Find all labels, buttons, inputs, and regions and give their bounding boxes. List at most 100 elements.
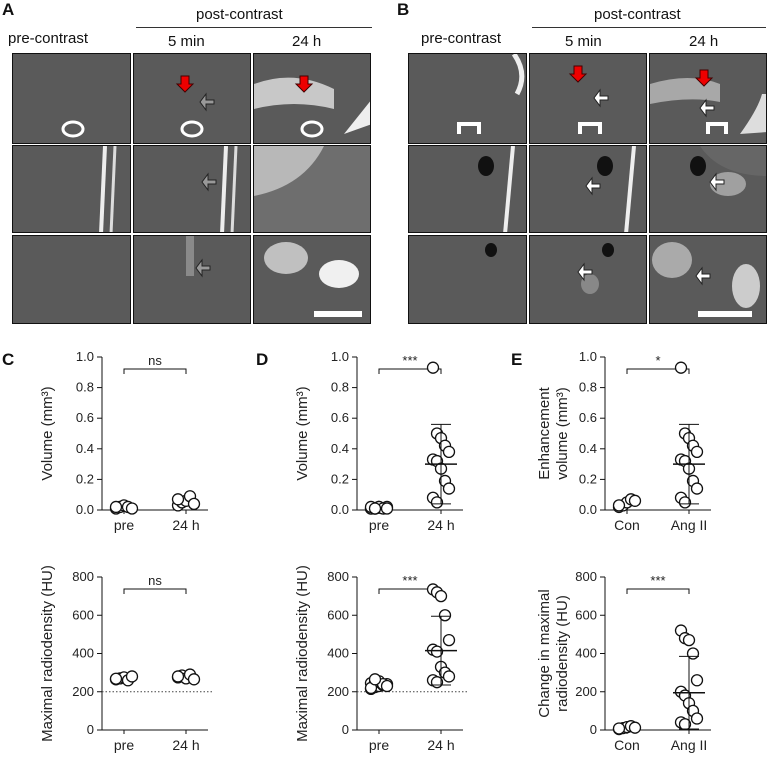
significance-bracket <box>626 588 690 594</box>
y-axis-label: Volume (mm³) <box>39 386 56 480</box>
chart-d-volume: 0.0 0.2 0.4 0.6 0.8 1.0 pre 24 h Volume (mm³) *** <box>294 349 463 533</box>
significance-bracket <box>123 588 187 594</box>
chart-e-enhancement-volume: 0.0 0.2 0.4 0.6 0.8 1.0 Con Ang II Enhancement vo… <box>536 349 711 533</box>
ct-image-a-24h-sagittal <box>253 145 371 233</box>
y-tick-label: 0.6 <box>331 410 349 425</box>
y-tick-label: 0.8 <box>76 380 94 395</box>
chart-d-radiodensity: 0 200 400 600 800 pre 24 h Maximal radiodensity… <box>294 565 469 753</box>
x-tick-label: 24 h <box>172 737 199 753</box>
data-point <box>187 673 201 686</box>
y-tick-label: 0.0 <box>331 502 349 517</box>
col-24h-label-b: 24 h <box>689 33 719 50</box>
data-point <box>442 482 456 495</box>
y-axis-label: Maximal radiodensity (HU) <box>294 565 311 742</box>
data-point <box>434 589 448 603</box>
y-axis-label: Maximal radiodensity (HU) <box>39 565 56 742</box>
data-point <box>690 712 704 725</box>
ct-image-b-pre-sagittal <box>408 145 527 233</box>
y-tick-label: 0.2 <box>331 471 349 486</box>
chart-c-volume: 0.0 0.2 0.4 0.6 0.8 1.0 pre 24 h Volume (mm³) ns <box>39 349 208 533</box>
y-tick-label: 800 <box>575 569 597 584</box>
data-point <box>678 718 692 731</box>
y-tick-label: 0.6 <box>579 410 597 425</box>
x-tick-label: pre <box>369 517 389 533</box>
data-point <box>442 633 456 647</box>
y-axis-label: volume (mm³) <box>554 387 571 480</box>
data-point <box>380 679 394 693</box>
ct-image-a-24h-coronal <box>253 235 371 324</box>
data-point <box>171 670 185 683</box>
x-tick-label: 24 h <box>427 737 454 753</box>
panel-letter-a: A <box>2 0 15 19</box>
y-tick-label: 600 <box>72 607 94 622</box>
ct-image-b-24h-coronal <box>649 235 767 324</box>
significance-label: *** <box>650 573 665 588</box>
post-contrast-label-a: post-contrast <box>196 6 283 23</box>
chart-e-change-radiodensity: 0 200 400 600 800 Con Ang II Change in maximal r… <box>536 569 711 753</box>
y-tick-label: 0.8 <box>331 380 349 395</box>
y-tick-label: 0.2 <box>579 471 597 486</box>
significance-label: ns <box>148 353 162 368</box>
ct-image-a-24h-axial <box>253 53 371 144</box>
data-point <box>368 673 382 686</box>
ct-image-a-pre-axial <box>12 53 131 144</box>
significance-bracket <box>626 368 690 374</box>
y-tick-label: 400 <box>72 646 94 661</box>
y-tick-label: 0.6 <box>76 410 94 425</box>
data-point <box>682 633 696 647</box>
data-point <box>442 670 456 683</box>
col-5min-label-b: 5 min <box>565 33 602 50</box>
x-tick-label: Ang II <box>671 737 708 753</box>
ct-image-b-5min-coronal <box>529 235 647 324</box>
y-tick-label: 0.0 <box>579 502 597 517</box>
y-tick-label: 600 <box>327 607 349 622</box>
data-point <box>678 496 692 509</box>
ct-image-a-pre-coronal <box>12 235 131 324</box>
col-5min-label-a: 5 min <box>168 33 205 50</box>
y-tick-label: 200 <box>575 684 597 699</box>
y-tick-label: 1.0 <box>331 349 349 364</box>
ct-image-b-5min-sagittal <box>529 145 647 233</box>
x-tick-label: pre <box>114 737 134 753</box>
y-axis-label: radiodensity (HU) <box>554 595 571 712</box>
data-point <box>430 496 444 509</box>
y-tick-label: 200 <box>327 684 349 699</box>
data-point <box>690 674 704 687</box>
significance-label: ns <box>148 573 162 588</box>
ct-image-a-5min-sagittal <box>133 145 251 233</box>
y-tick-label: 0.2 <box>76 471 94 486</box>
y-axis-label: Volume (mm³) <box>294 386 311 480</box>
data-point <box>171 493 185 506</box>
data-point <box>442 445 456 459</box>
x-tick-label: Ang II <box>671 517 708 533</box>
y-tick-label: 1.0 <box>579 349 597 364</box>
y-tick-label: 600 <box>575 607 597 622</box>
significance-bracket <box>378 368 442 374</box>
ct-image-a-5min-axial <box>133 53 251 144</box>
x-tick-label: 24 h <box>427 517 454 533</box>
y-tick-label: 1.0 <box>76 349 94 364</box>
ct-image-b-24h-axial <box>649 53 767 144</box>
y-tick-label: 0.4 <box>76 441 94 456</box>
y-tick-label: 0 <box>342 722 349 737</box>
pre-contrast-label-a: pre-contrast <box>8 30 89 47</box>
y-tick-label: 0.0 <box>76 502 94 517</box>
ct-image-a-5min-coronal <box>133 235 251 324</box>
panel-letter-b: B <box>397 0 410 19</box>
pre-contrast-label-b: pre-contrast <box>421 30 502 47</box>
data-point <box>628 494 642 507</box>
y-tick-label: 400 <box>327 646 349 661</box>
data-point <box>690 482 704 495</box>
ct-image-b-5min-axial <box>529 53 647 144</box>
data-point <box>690 445 704 459</box>
y-tick-label: 400 <box>575 646 597 661</box>
ct-image-b-pre-axial <box>408 53 527 144</box>
panel-letter-d: D <box>256 350 269 369</box>
data-point <box>612 722 626 735</box>
y-tick-label: 800 <box>327 569 349 584</box>
x-tick-label: Con <box>614 517 640 533</box>
x-tick-label: pre <box>114 517 134 533</box>
data-point <box>674 361 688 374</box>
data-point <box>430 645 444 658</box>
data-point <box>628 721 642 734</box>
